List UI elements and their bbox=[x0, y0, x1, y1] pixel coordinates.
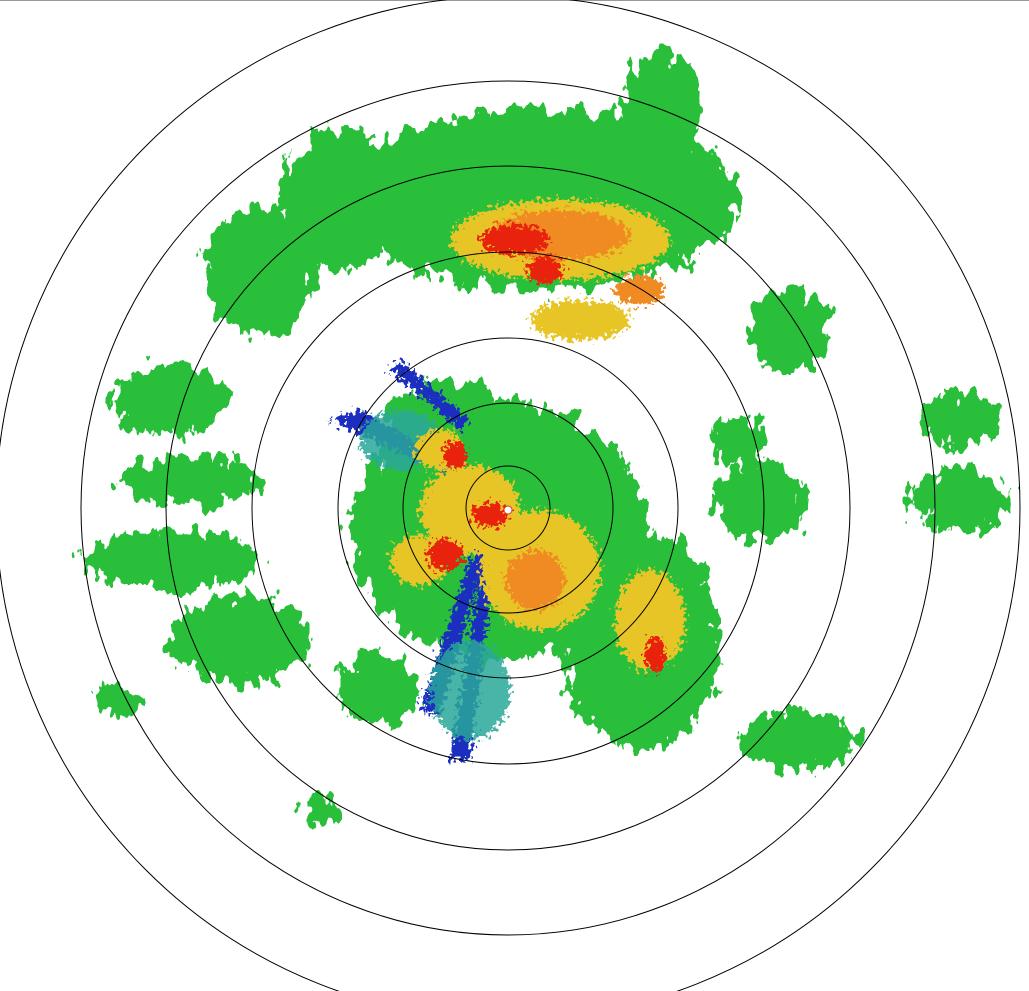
range-ring bbox=[165, 165, 851, 851]
echo bbox=[645, 637, 665, 673]
echo bbox=[340, 655, 420, 725]
echo bbox=[443, 441, 467, 469]
echo bbox=[910, 470, 1010, 530]
range-ring bbox=[337, 337, 679, 679]
echo bbox=[280, 130, 400, 270]
echo bbox=[920, 395, 1000, 445]
range-ring bbox=[80, 80, 936, 936]
echo bbox=[710, 415, 770, 465]
echo bbox=[620, 50, 700, 170]
radar-site bbox=[503, 505, 513, 515]
echo bbox=[505, 550, 565, 610]
echo bbox=[472, 503, 508, 527]
echo bbox=[120, 455, 260, 505]
echo bbox=[110, 365, 230, 435]
echo bbox=[527, 256, 563, 284]
echo bbox=[615, 275, 665, 305]
echo bbox=[95, 685, 145, 715]
echo bbox=[715, 460, 805, 540]
echo bbox=[430, 640, 510, 740]
echo bbox=[420, 465, 520, 555]
echo bbox=[615, 570, 685, 670]
echo-layer-red bbox=[427, 225, 665, 673]
range-ring bbox=[465, 465, 551, 551]
echo bbox=[300, 795, 340, 825]
echo bbox=[480, 225, 550, 255]
echo bbox=[530, 300, 630, 340]
range-ring bbox=[251, 251, 765, 765]
echo bbox=[427, 539, 463, 571]
echo bbox=[390, 360, 470, 430]
range-ring bbox=[402, 402, 614, 614]
echo bbox=[205, 205, 315, 335]
echo bbox=[170, 595, 310, 685]
echo bbox=[750, 290, 830, 370]
echo bbox=[740, 710, 860, 770]
